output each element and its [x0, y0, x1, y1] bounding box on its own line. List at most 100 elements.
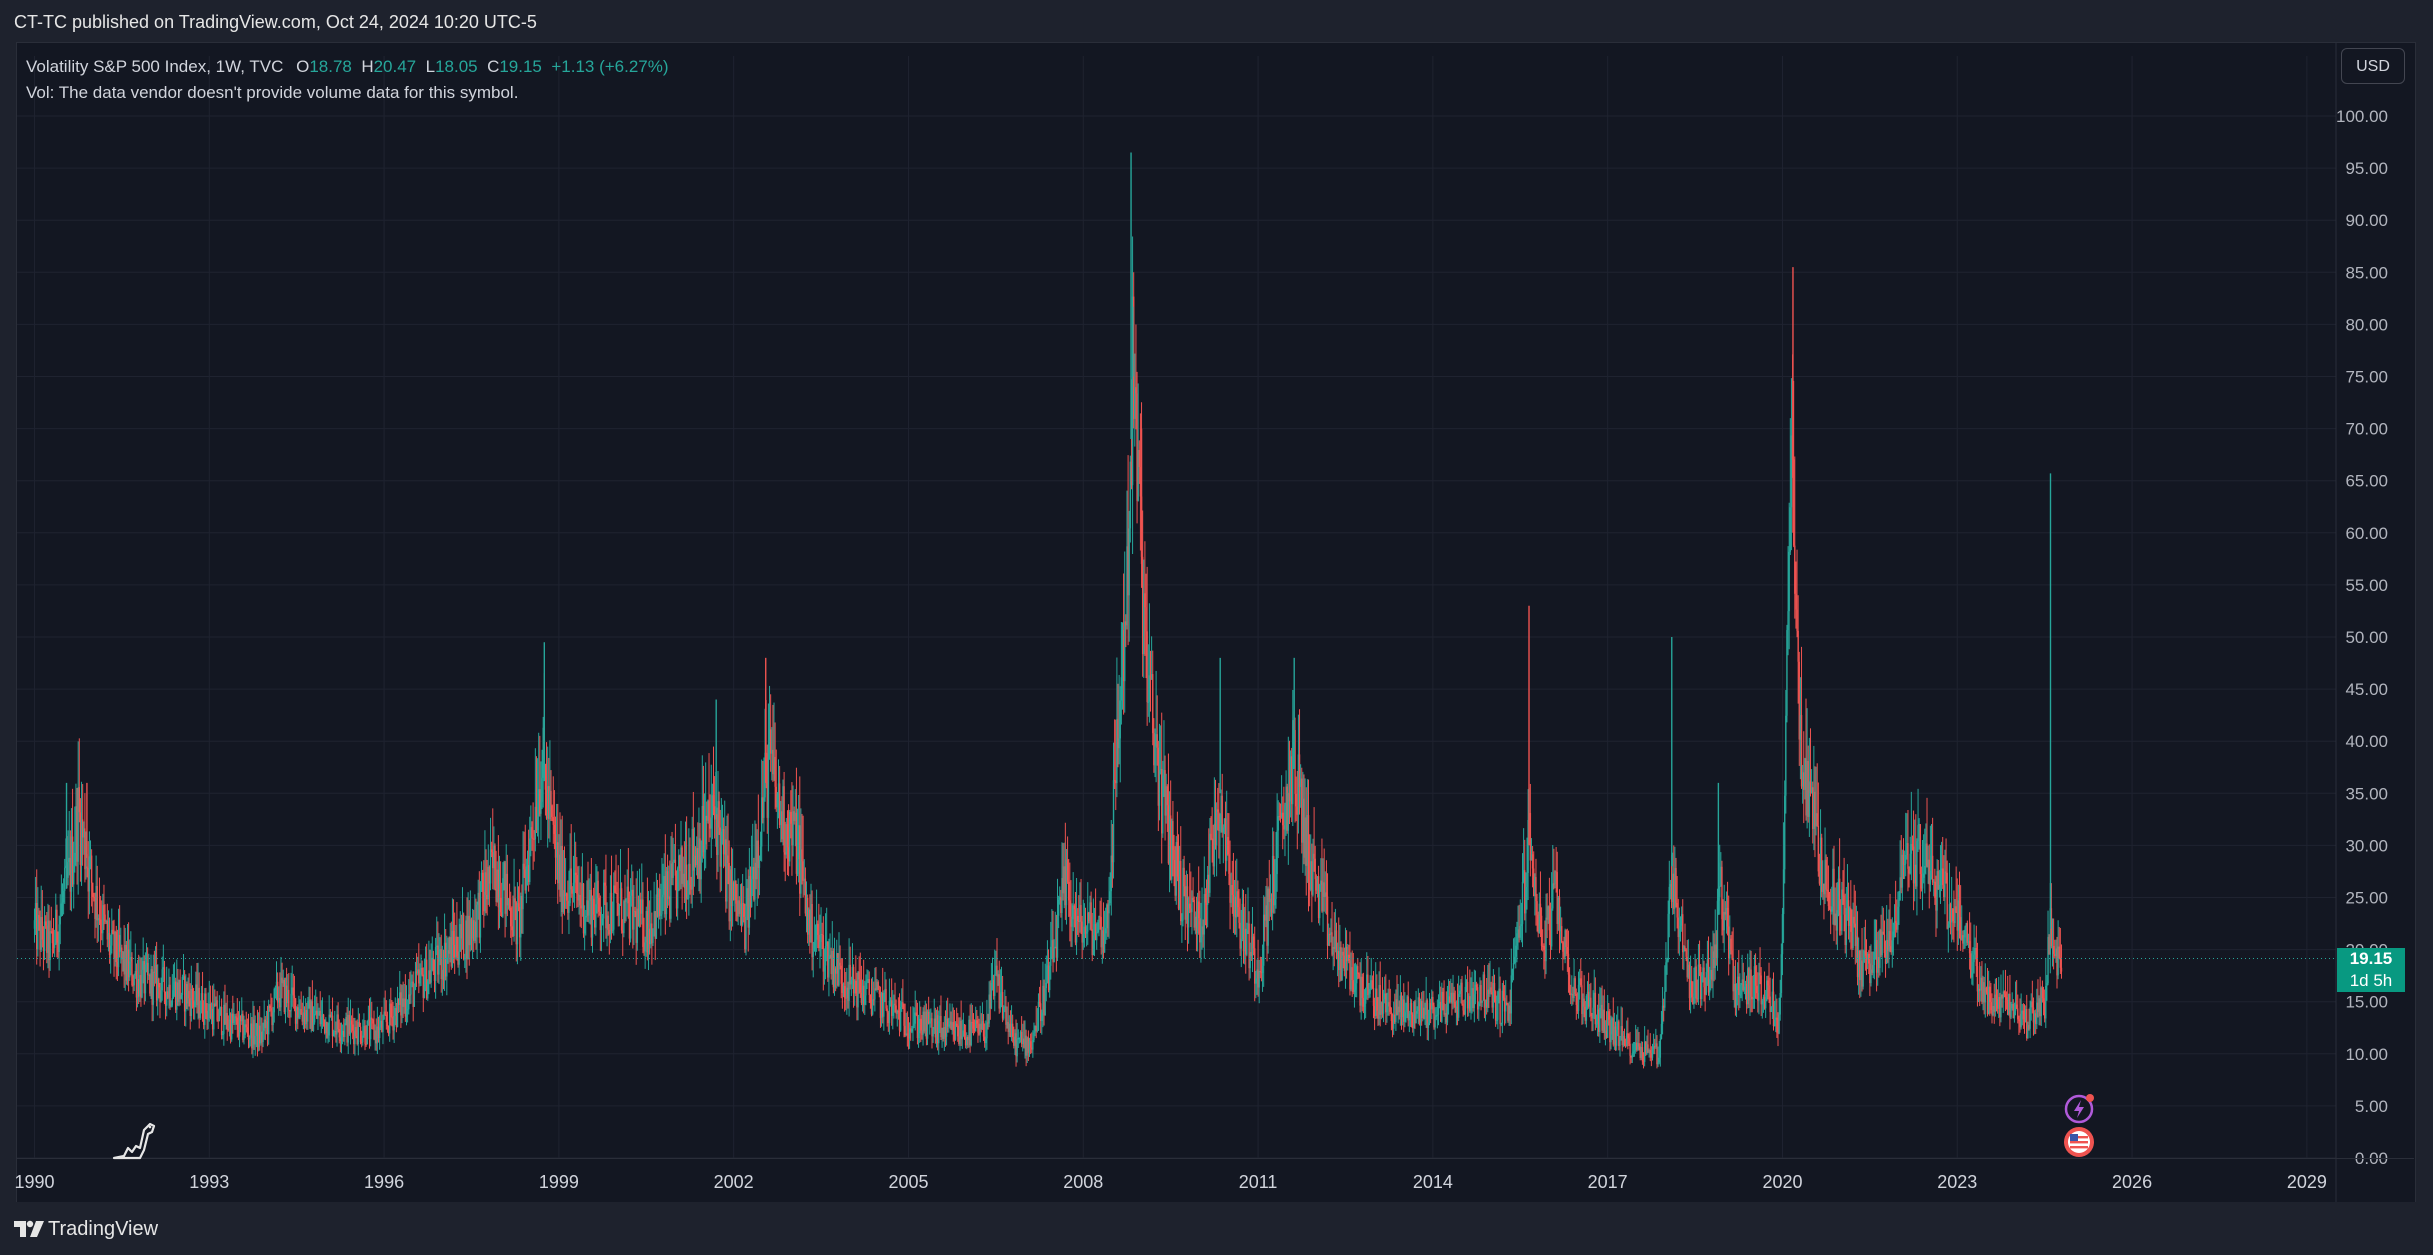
candle-body: [804, 878, 807, 914]
candle-body: [1906, 843, 1908, 855]
candle-body: [590, 889, 593, 938]
candle-body: [986, 1022, 988, 1039]
candle-body: [1840, 915, 1842, 931]
candle-body: [1907, 843, 1909, 869]
candle-body: [522, 863, 524, 910]
candle-body: [1947, 924, 1950, 929]
candle-body: [1304, 817, 1306, 858]
candle-body: [811, 903, 813, 958]
candle-body: [646, 911, 649, 953]
candle-body: [1738, 976, 1740, 995]
candle-body: [1557, 897, 1560, 924]
candle-body: [1926, 843, 1928, 868]
candle-body: [518, 906, 521, 938]
candle-body: [1115, 780, 1117, 784]
us-flag-icon[interactable]: [2062, 1125, 2098, 1166]
candle-body: [1664, 991, 1666, 1008]
candle-body: [360, 1042, 363, 1044]
candle-body: [1237, 891, 1239, 908]
candle-body: [955, 1023, 958, 1026]
candle-body: [1939, 870, 1942, 885]
candle-body: [1126, 546, 1128, 626]
candle-body: [820, 934, 822, 942]
candle-body: [289, 1010, 291, 1012]
candle-body: [1799, 715, 1802, 740]
candle-body: [1918, 824, 1920, 826]
candle-body: [1897, 906, 1899, 930]
candle-body: [2004, 993, 2007, 998]
candle-body: [352, 1024, 354, 1031]
candle-body: [656, 894, 659, 917]
candle-body: [1865, 955, 1868, 960]
candle-body: [1083, 926, 1086, 935]
candle-body: [727, 855, 729, 864]
candle-body: [1872, 964, 1874, 973]
candle-body: [596, 880, 598, 905]
footer-brand[interactable]: TradingView: [48, 1218, 159, 1240]
candle-body: [931, 1018, 933, 1037]
candle-body: [303, 1012, 306, 1025]
candle-body: [661, 897, 663, 915]
candles[interactable]: [33, 152, 2063, 1069]
candle-body: [50, 931, 52, 933]
candle-body: [605, 885, 607, 929]
candle-body: [1921, 877, 1924, 889]
candle-body: [90, 855, 93, 883]
candle-body: [715, 814, 717, 820]
candle-body: [615, 892, 617, 894]
candle-body: [525, 866, 528, 891]
candle-body: [923, 1011, 925, 1032]
candle-body: [236, 1017, 238, 1030]
candle-body: [1566, 947, 1569, 954]
candle-body: [1013, 1036, 1015, 1046]
candle-body: [1225, 837, 1228, 861]
candle-body: [1959, 917, 1962, 940]
candle-body: [2020, 1013, 2022, 1028]
lightning-icon[interactable]: [2062, 1088, 2102, 1133]
candle-body: [637, 908, 640, 927]
candle-body: [652, 928, 654, 943]
dino-icon[interactable]: [110, 1118, 156, 1167]
candle-body: [123, 951, 125, 975]
candle-body: [452, 930, 455, 945]
candle-body: [558, 854, 560, 884]
candle-body: [560, 845, 562, 897]
candle-body: [114, 931, 116, 959]
candle-body: [950, 1021, 952, 1030]
candle-body: [371, 1017, 373, 1020]
candle-body: [1548, 906, 1551, 931]
candle-body: [1877, 957, 1879, 973]
tradingview-logo-icon[interactable]: [14, 1219, 44, 1244]
candle-body: [383, 1011, 385, 1020]
candle-body: [1120, 677, 1123, 701]
candle-body: [36, 902, 38, 950]
currency-button[interactable]: USD: [2341, 48, 2405, 84]
candle-body: [1227, 837, 1229, 855]
candle-body: [466, 920, 468, 960]
candle-body: [251, 1023, 253, 1049]
candle-body: [469, 919, 472, 946]
candle-body: [140, 975, 142, 998]
candle-body: [757, 840, 760, 868]
y-tick-label: 15.00: [2345, 993, 2388, 1012]
symbol-label[interactable]: Volatility S&P 500 Index, 1W, TVC: [26, 57, 284, 76]
candle-body: [781, 811, 783, 840]
candle-body: [1261, 965, 1264, 974]
candle-body: [540, 801, 542, 814]
candle-body: [1512, 963, 1515, 970]
candle-body: [1392, 1014, 1395, 1029]
candle-body: [1666, 960, 1668, 963]
candle-body: [1731, 950, 1733, 959]
candle-body: [1913, 864, 1916, 884]
candle-body: [1316, 876, 1319, 891]
candle-body: [151, 969, 153, 1005]
candle-body: [577, 893, 579, 901]
candle-body: [323, 1019, 326, 1034]
candle-body: [1892, 931, 1895, 941]
candle-body: [1740, 984, 1742, 995]
candle-body: [115, 931, 117, 962]
candle-body: [1961, 935, 1963, 940]
candle-body: [601, 918, 604, 926]
candle-body: [84, 828, 86, 870]
